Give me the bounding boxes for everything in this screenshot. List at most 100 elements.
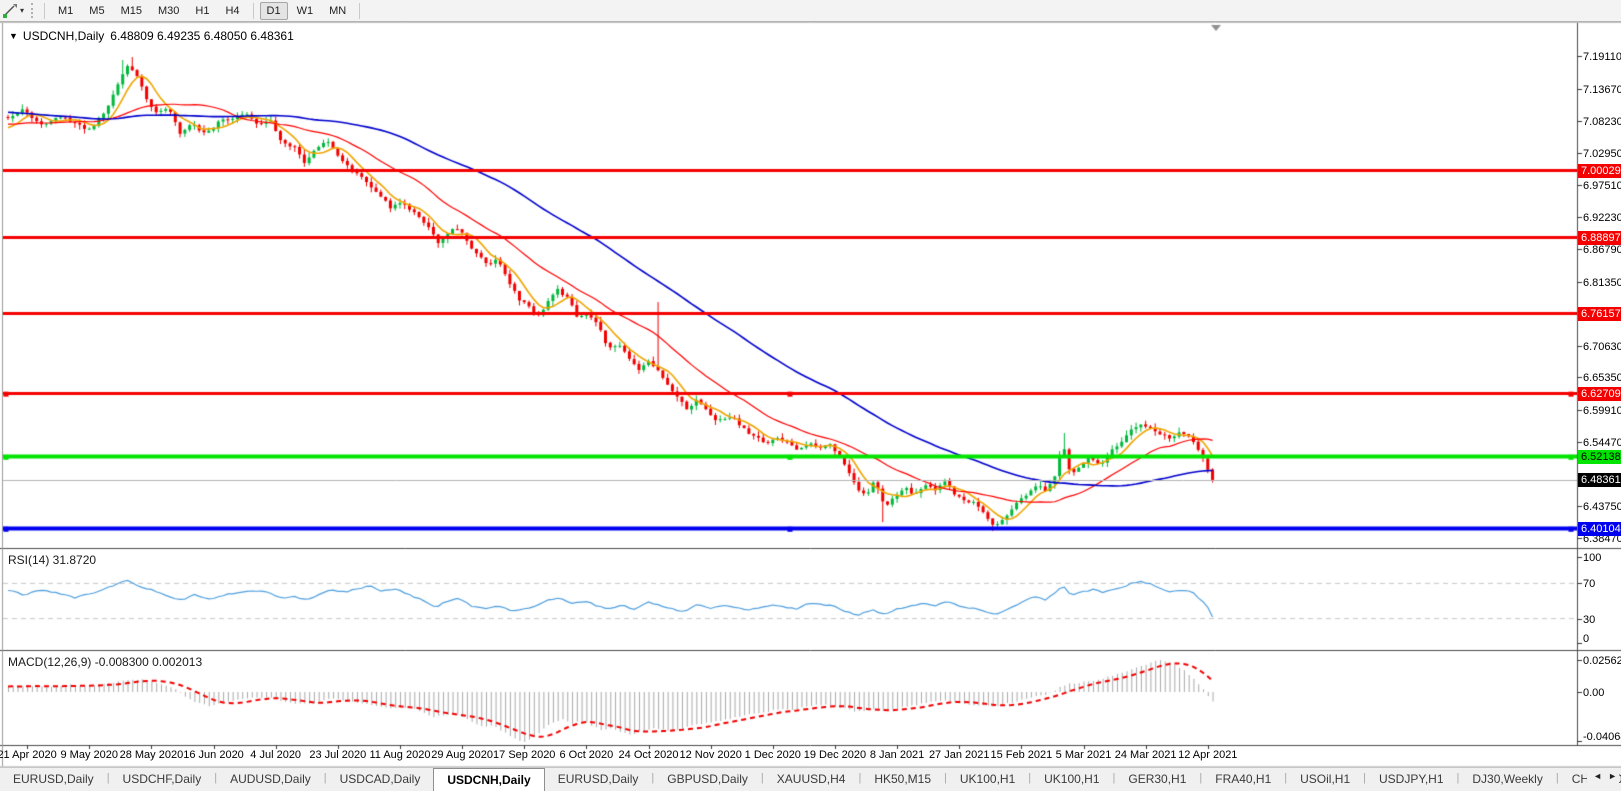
macd-scale-label: -0.040687 bbox=[1583, 731, 1621, 743]
top-toolbar: ▾ M1 M5 M15 M30 H1 H4 D1 W1 MN bbox=[0, 0, 1621, 22]
timeframe-button-M5[interactable]: M5 bbox=[89, 4, 105, 17]
price-axis-label: 7.02950 bbox=[1583, 147, 1621, 160]
price-axis-label: 6.43750 bbox=[1583, 501, 1621, 514]
chart-tab[interactable]: XAUUSD,H4 bbox=[776, 772, 846, 786]
date-axis-label: 4 Jul 2020 bbox=[250, 749, 302, 761]
date-axis-label: 6 Oct 2020 bbox=[559, 749, 614, 761]
date-axis-label: 21 Apr 2020 bbox=[0, 749, 57, 761]
toolbar-separator bbox=[44, 2, 46, 19]
chart-tab[interactable]: GBPUSD,Daily bbox=[667, 772, 748, 786]
price-axis-label: 6.92230 bbox=[1583, 211, 1621, 224]
timeframe-button-M15[interactable]: M15 bbox=[120, 4, 142, 17]
date-axis-label: 8 Jan 2021 bbox=[869, 749, 925, 761]
hline-price-label: 6.40104 bbox=[1578, 522, 1621, 537]
chart-tab[interactable]: UK100,H1 bbox=[959, 772, 1016, 786]
tab-separator: | bbox=[1284, 772, 1288, 784]
macd-indicator-label: MACD(12,26,9) -0.008300 0.002013 bbox=[8, 655, 203, 669]
chart-menu-caret-icon[interactable]: ▼ bbox=[9, 31, 18, 41]
hline-price-label: 6.52138 bbox=[1578, 450, 1621, 465]
price-axis-label: 6.65350 bbox=[1583, 372, 1621, 385]
rsi-scale-label: 100 bbox=[1583, 552, 1602, 564]
date-axis-label: 12 Nov 2020 bbox=[679, 749, 742, 761]
chart-tab[interactable]: USDJPY,H1 bbox=[1379, 772, 1444, 786]
date-axis-label: 16 Jun 2020 bbox=[183, 749, 244, 761]
tab-separator: | bbox=[651, 772, 655, 784]
tab-separator: | bbox=[1363, 772, 1367, 784]
date-axis-label: 24 Oct 2020 bbox=[618, 749, 679, 761]
tab-separator: | bbox=[858, 772, 862, 784]
date-axis-label: 24 Mar 2021 bbox=[1114, 749, 1177, 761]
chart-tab[interactable]: HK50,M15 bbox=[874, 772, 932, 786]
tabs-scroll-right-button[interactable]: ► bbox=[1608, 771, 1617, 781]
toolbar-separator bbox=[359, 2, 361, 19]
timeframe-button-H4[interactable]: H4 bbox=[225, 4, 240, 17]
date-axis-label: 1 Dec 2020 bbox=[744, 749, 801, 761]
timeframe-button-M1[interactable]: M1 bbox=[58, 4, 74, 17]
date-axis-label: 23 Jul 2020 bbox=[309, 749, 367, 761]
tab-separator: | bbox=[1112, 772, 1116, 784]
chart-tab[interactable]: DJ30,Weekly bbox=[1472, 772, 1543, 786]
tab-separator: | bbox=[1456, 772, 1460, 784]
current-price-label: 6.48361 bbox=[1578, 472, 1621, 487]
hline-price-label: 7.00029 bbox=[1578, 164, 1621, 179]
chart-tab-active[interactable]: USDCNH,Daily bbox=[433, 768, 545, 791]
date-axis-label: 19 Dec 2020 bbox=[803, 749, 867, 761]
chart-tab[interactable]: USDCHF,Daily bbox=[122, 772, 202, 786]
chart-tabs-bar: EURUSD,Daily | USDCHF,Daily | AUDUSD,Daily | U… bbox=[0, 767, 1621, 791]
hline-price-label: 6.62709 bbox=[1578, 387, 1621, 402]
timeframe-button-MN[interactable]: MN bbox=[329, 4, 347, 17]
rsi-scale-label: 0 bbox=[1583, 633, 1590, 645]
price-axis-label: 6.81350 bbox=[1583, 276, 1621, 289]
tab-separator: | bbox=[944, 772, 947, 784]
chart-symbol-label: USDCNH,Daily bbox=[22, 29, 105, 43]
date-axis-label: 17 Sep 2020 bbox=[493, 749, 556, 761]
timeframe-button-group: M1 M5 M15 M30 H1 H4 D1 W1 MN bbox=[39, 1, 365, 20]
chart-tab[interactable]: AUDUSD,Daily bbox=[230, 772, 311, 786]
date-axis-label: 15 Feb 2021 bbox=[990, 749, 1053, 761]
price-axis-label: 6.70630 bbox=[1583, 340, 1621, 353]
price-axis-label: 6.86790 bbox=[1583, 244, 1621, 257]
toolbar-separator bbox=[252, 2, 254, 19]
tab-separator: | bbox=[760, 772, 764, 784]
hline-price-label: 6.88897 bbox=[1578, 230, 1621, 245]
chart-tab[interactable]: EURUSD,Daily bbox=[557, 772, 639, 786]
macd-scale-label: 0.025623 bbox=[1583, 654, 1621, 667]
rsi-scale-label: 30 bbox=[1583, 613, 1596, 626]
tab-separator: | bbox=[323, 772, 327, 784]
chart-ohlc-values: 6.48809 6.49235 6.48050 6.48361 bbox=[110, 29, 294, 43]
price-axis-label: 6.59910 bbox=[1583, 404, 1621, 417]
timeframe-button-D1[interactable]: D1 bbox=[259, 1, 288, 20]
tab-separator: | bbox=[106, 772, 110, 784]
date-axis-label: 9 May 2020 bbox=[60, 749, 118, 761]
tool-dropdown-caret-icon[interactable]: ▾ bbox=[20, 6, 25, 15]
price-axis-label: 6.54470 bbox=[1583, 437, 1621, 450]
macd-scale-label: 0.00 bbox=[1583, 687, 1605, 699]
date-axis-label: 29 Aug 2020 bbox=[431, 749, 493, 761]
price-axis-label: 7.13670 bbox=[1583, 83, 1621, 96]
price-axis-label: 7.08230 bbox=[1583, 116, 1621, 129]
timeframe-button-W1[interactable]: W1 bbox=[296, 4, 314, 17]
price-axis-label: 7.19110 bbox=[1583, 50, 1621, 63]
timeframe-button-M30[interactable]: M30 bbox=[157, 4, 180, 17]
chart-tab[interactable]: UK100,H1 bbox=[1044, 772, 1100, 786]
date-axis-label: 11 Aug 2020 bbox=[369, 749, 431, 761]
cursor-tool-icon[interactable] bbox=[1, 3, 19, 19]
tab-separator: | bbox=[1028, 772, 1032, 784]
rsi-scale-label: 70 bbox=[1583, 578, 1596, 591]
chart-tab[interactable]: FRA40,H1 bbox=[1215, 772, 1272, 786]
tabs-scroll-left-button[interactable]: ◄ bbox=[1593, 771, 1603, 781]
timeframe-button-H1[interactable]: H1 bbox=[195, 4, 210, 17]
tab-separator: | bbox=[214, 772, 218, 784]
rsi-indicator-label: RSI(14) 31.8720 bbox=[8, 553, 97, 567]
tabs-scroll-controls: ◄ ► bbox=[1587, 769, 1619, 783]
chart-tab[interactable]: USOil,H1 bbox=[1300, 772, 1351, 786]
price-axis-label: 6.97510 bbox=[1583, 180, 1621, 193]
chart-tab[interactable]: EURUSD,Daily bbox=[13, 772, 94, 786]
tab-separator: | bbox=[1555, 772, 1559, 784]
date-axis-label: 12 Apr 2021 bbox=[1178, 749, 1238, 761]
hline-price-label: 6.76157 bbox=[1578, 306, 1621, 321]
chart-tab[interactable]: GER30,H1 bbox=[1128, 772, 1187, 786]
toolbar-grip[interactable] bbox=[31, 3, 34, 18]
chart-tab[interactable]: USDCAD,Daily bbox=[339, 772, 421, 786]
